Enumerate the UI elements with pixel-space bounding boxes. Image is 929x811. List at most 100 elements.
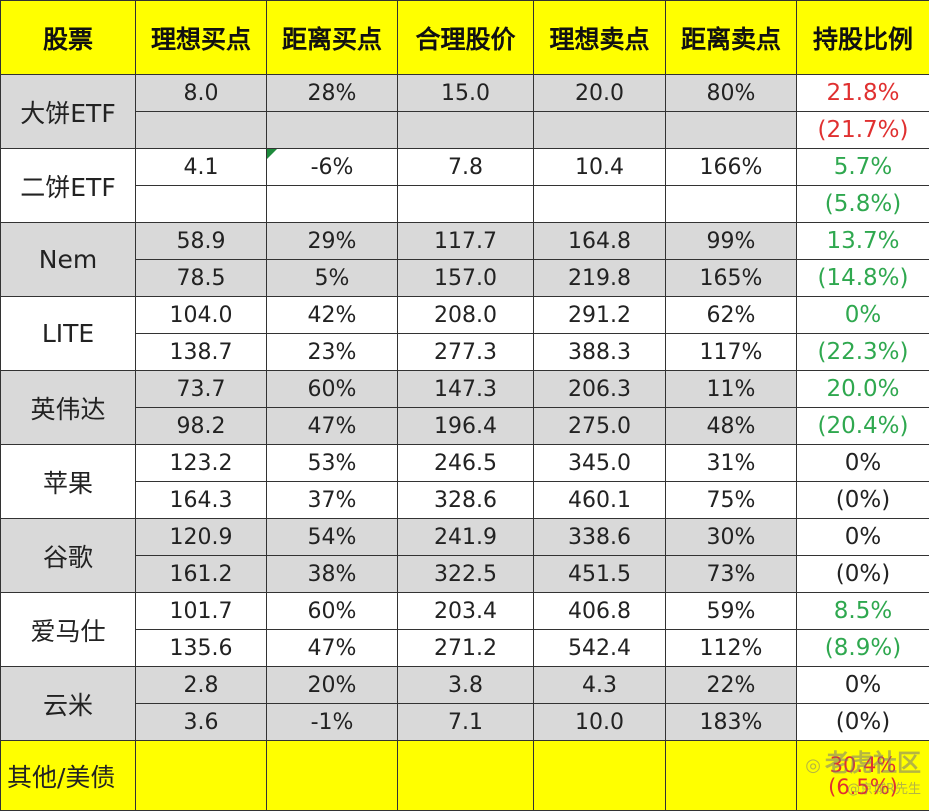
value-cell[interactable]: 11% [666,371,797,408]
value-cell[interactable]: -1% [267,704,398,741]
value-cell[interactable]: 15.0 [398,75,534,112]
value-cell[interactable]: 3.8 [398,667,534,704]
value-cell[interactable]: 47% [267,408,398,445]
value-cell[interactable]: 54% [267,519,398,556]
value-cell[interactable]: 7.1 [398,704,534,741]
stock-name-cell[interactable]: 其他/美债 [1,741,136,811]
value-cell[interactable]: 7.8 [398,149,534,186]
holding-ratio-sub-cell[interactable]: (8.9%) [797,630,929,667]
value-cell[interactable]: 20% [267,667,398,704]
value-cell[interactable]: 328.6 [398,482,534,519]
value-cell[interactable]: 388.3 [534,334,666,371]
value-cell[interactable]: 98.2 [136,408,267,445]
value-cell[interactable]: 3.6 [136,704,267,741]
value-cell[interactable]: 10.4 [534,149,666,186]
value-cell[interactable]: 117% [666,334,797,371]
stock-name-cell[interactable]: 大饼ETF [1,75,136,149]
value-cell[interactable]: 164.8 [534,223,666,260]
holding-ratio-cell[interactable]: 8.5% [797,593,929,630]
value-cell[interactable]: 271.2 [398,630,534,667]
value-cell[interactable]: 80% [666,75,797,112]
value-cell[interactable]: 345.0 [534,445,666,482]
value-cell[interactable]: 104.0 [136,297,267,334]
value-cell[interactable]: 10.0 [534,704,666,741]
value-cell[interactable]: 166% [666,149,797,186]
value-cell[interactable]: 147.3 [398,371,534,408]
value-cell[interactable]: 31% [666,445,797,482]
value-cell[interactable]: 451.5 [534,556,666,593]
value-cell[interactable]: 42% [267,297,398,334]
holding-ratio-cell[interactable]: 0% [797,667,929,704]
holding-ratio-cell[interactable]: 20.0% [797,371,929,408]
value-cell[interactable]: 99% [666,223,797,260]
stock-name-cell[interactable]: 英伟达 [1,371,136,445]
value-cell[interactable]: 322.5 [398,556,534,593]
value-cell[interactable]: 20.0 [534,75,666,112]
value-cell[interactable] [136,186,267,223]
value-cell[interactable] [666,186,797,223]
value-cell[interactable]: 241.9 [398,519,534,556]
value-cell[interactable]: 123.2 [136,445,267,482]
value-cell[interactable] [398,186,534,223]
value-cell[interactable]: 60% [267,371,398,408]
value-cell[interactable]: 165% [666,260,797,297]
value-cell[interactable]: 101.7 [136,593,267,630]
value-cell[interactable]: 23% [267,334,398,371]
empty-cell[interactable] [534,741,666,811]
value-cell[interactable]: 58.9 [136,223,267,260]
value-cell[interactable]: 59% [666,593,797,630]
holding-ratio-cell[interactable]: 0% [797,519,929,556]
holding-ratio-sub-cell[interactable]: (22.3%) [797,334,929,371]
holding-ratio-cell[interactable]: 0% [797,297,929,334]
value-cell[interactable]: 406.8 [534,593,666,630]
value-cell[interactable]: 542.4 [534,630,666,667]
holding-ratio-cell[interactable]: 21.8% [797,75,929,112]
value-cell[interactable]: 112% [666,630,797,667]
value-cell[interactable]: 246.5 [398,445,534,482]
value-cell[interactable] [267,112,398,149]
value-cell[interactable] [666,112,797,149]
holding-ratio-cell[interactable]: 5.7% [797,149,929,186]
value-cell[interactable]: 135.6 [136,630,267,667]
value-cell[interactable]: 28% [267,75,398,112]
value-cell[interactable]: 138.7 [136,334,267,371]
value-cell[interactable]: 164.3 [136,482,267,519]
value-cell[interactable]: 4.3 [534,667,666,704]
value-cell[interactable]: 22% [666,667,797,704]
value-cell[interactable]: 120.9 [136,519,267,556]
value-cell[interactable]: 5% [267,260,398,297]
value-cell[interactable]: 47% [267,630,398,667]
holding-ratio-sub-cell[interactable]: (20.4%) [797,408,929,445]
stock-name-cell[interactable]: 谷歌 [1,519,136,593]
stock-name-cell[interactable]: 苹果 [1,445,136,519]
value-cell[interactable]: 460.1 [534,482,666,519]
value-cell[interactable]: 161.2 [136,556,267,593]
value-cell[interactable]: 38% [267,556,398,593]
value-cell[interactable]: 62% [666,297,797,334]
empty-cell[interactable] [398,741,534,811]
value-cell[interactable]: 196.4 [398,408,534,445]
value-cell[interactable] [534,112,666,149]
holding-ratio-sub-cell[interactable]: (0%) [797,482,929,519]
value-cell[interactable]: 203.4 [398,593,534,630]
empty-cell[interactable] [136,741,267,811]
value-cell[interactable]: 60% [267,593,398,630]
holding-ratio-sub-cell[interactable]: (0%) [797,704,929,741]
value-cell[interactable]: 206.3 [534,371,666,408]
stock-name-cell[interactable]: LITE [1,297,136,371]
value-cell[interactable]: 275.0 [534,408,666,445]
stock-name-cell[interactable]: 二饼ETF [1,149,136,223]
holding-ratio-sub-cell[interactable]: (21.7%) [797,112,929,149]
value-cell[interactable]: 48% [666,408,797,445]
value-cell[interactable]: 338.6 [534,519,666,556]
value-cell[interactable]: 291.2 [534,297,666,334]
value-cell[interactable]: 37% [267,482,398,519]
value-cell[interactable]: 78.5 [136,260,267,297]
value-cell[interactable] [534,186,666,223]
value-cell[interactable]: 277.3 [398,334,534,371]
stock-name-cell[interactable]: 云米 [1,667,136,741]
value-cell[interactable]: 219.8 [534,260,666,297]
holding-ratio-cell[interactable]: 0% [797,445,929,482]
value-cell[interactable]: 73.7 [136,371,267,408]
value-cell[interactable] [136,112,267,149]
